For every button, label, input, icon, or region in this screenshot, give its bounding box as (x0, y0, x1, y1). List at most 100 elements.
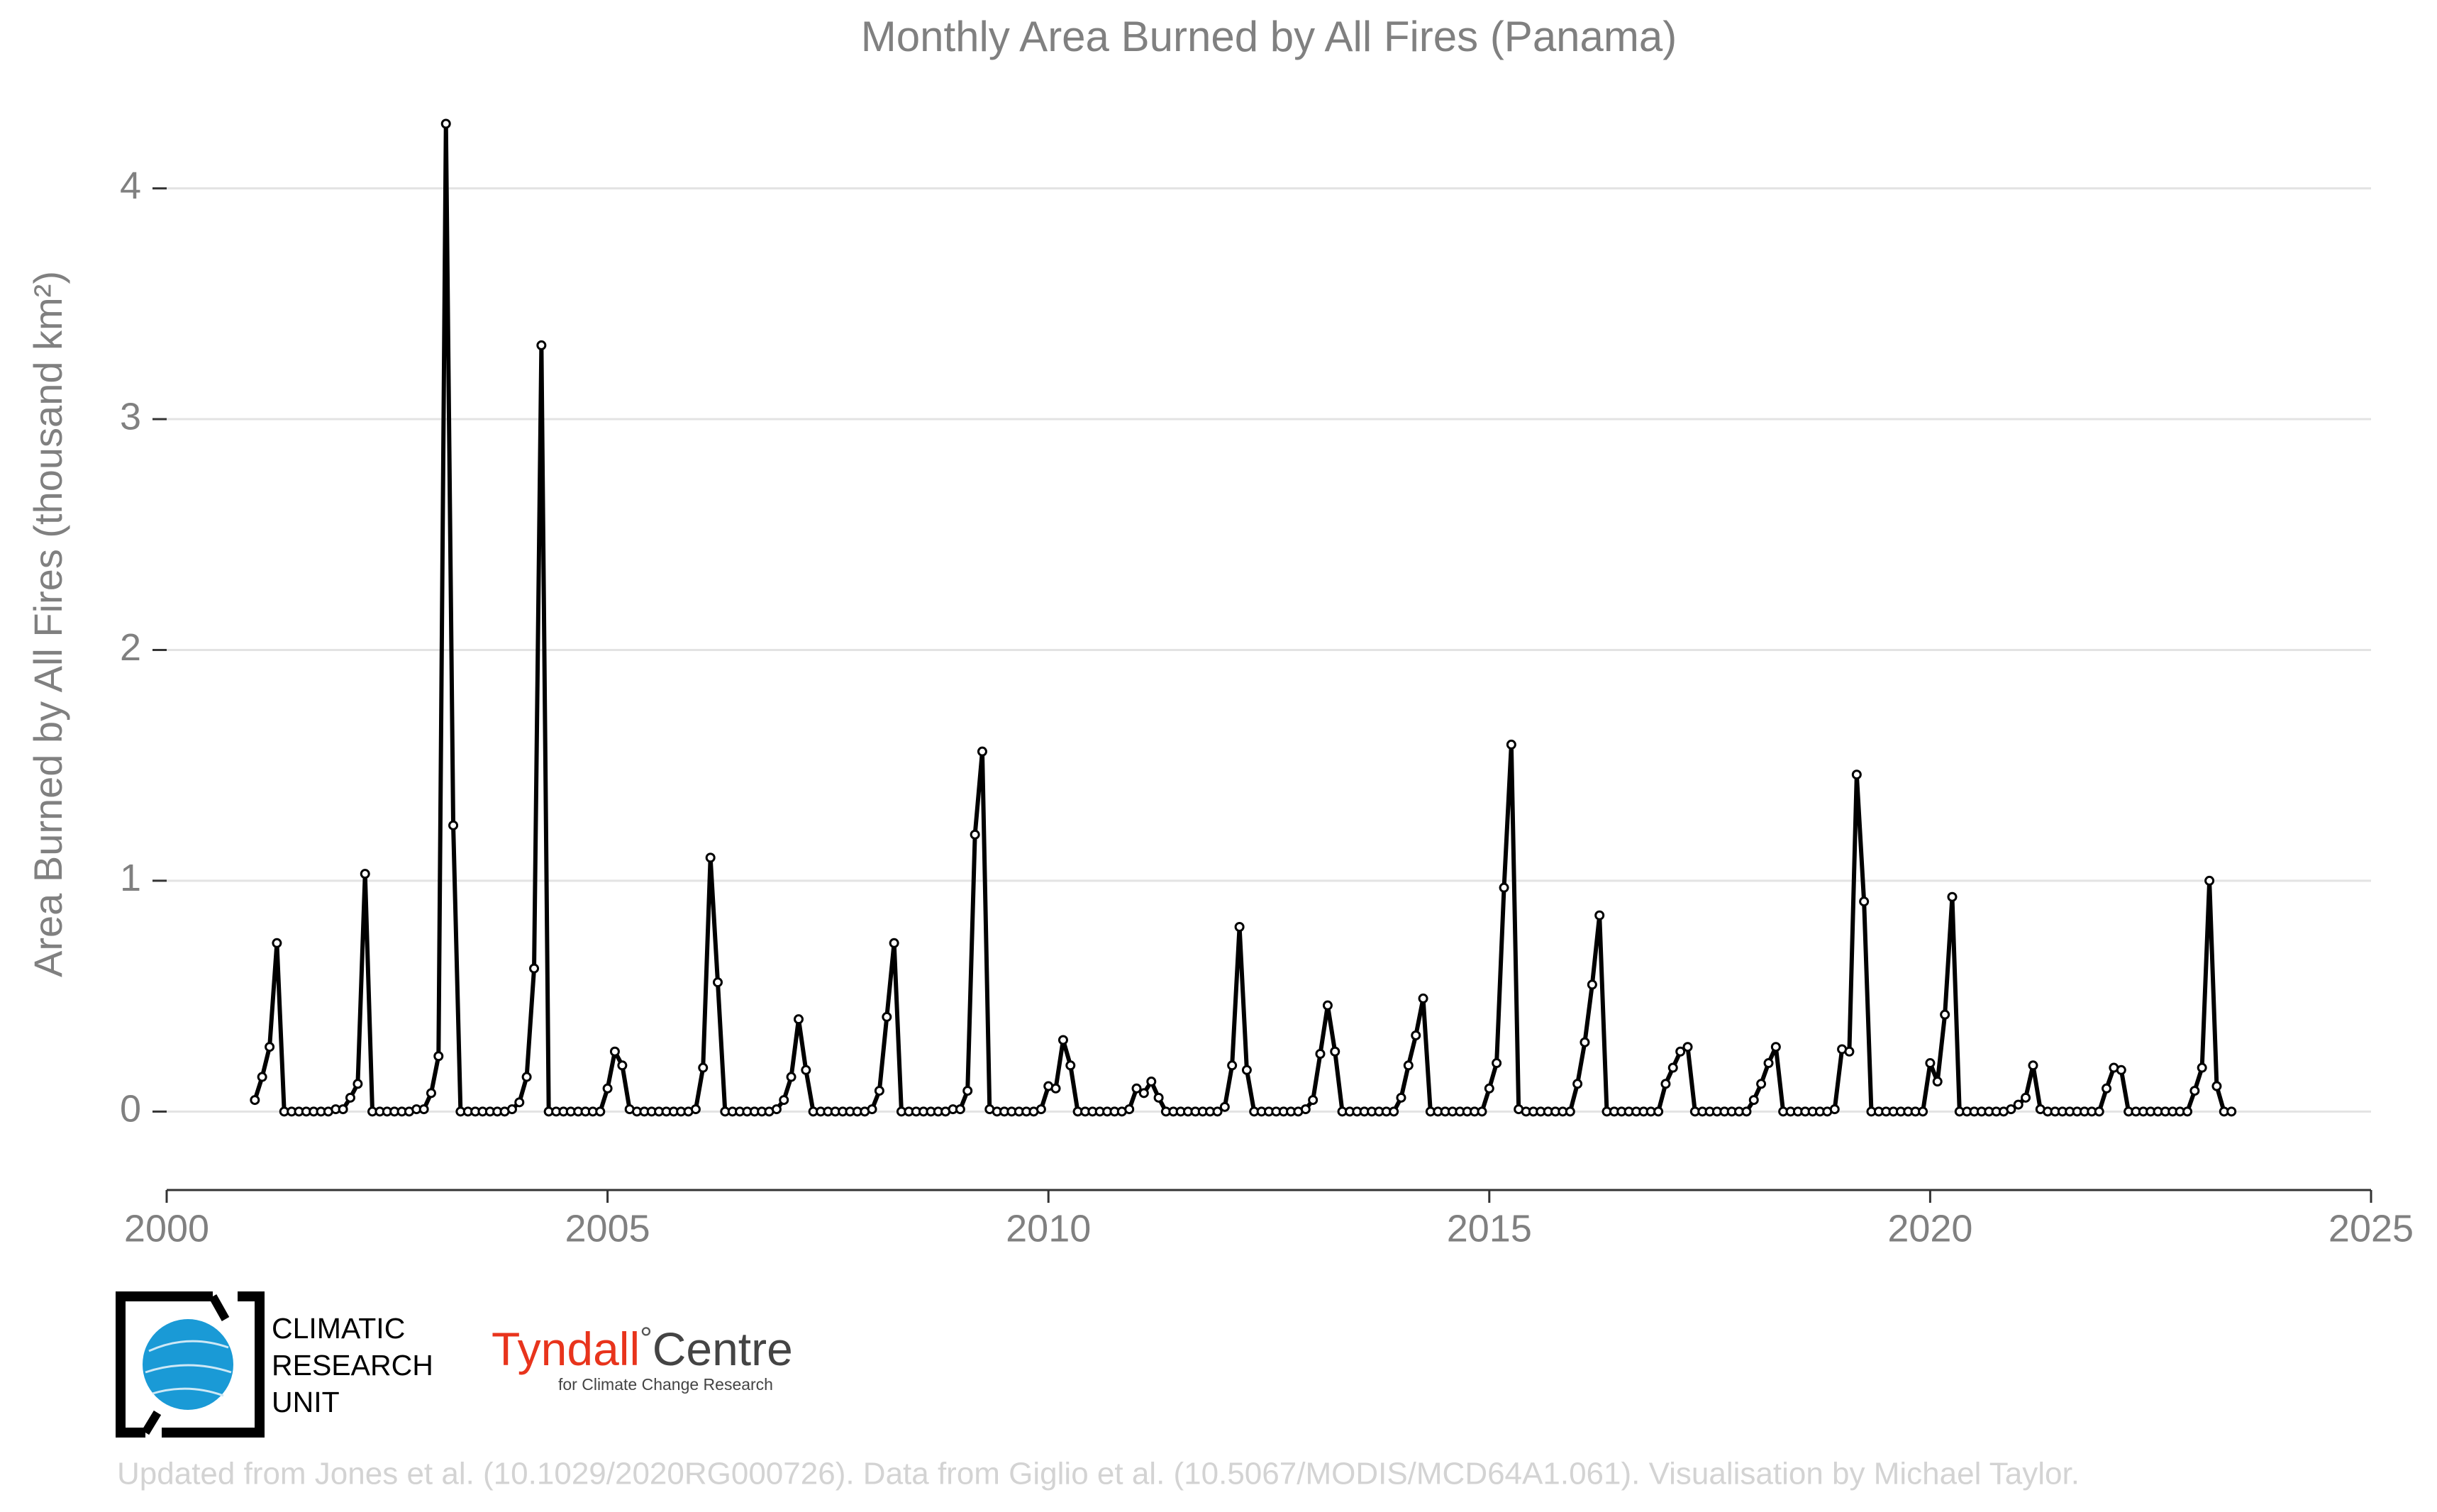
data-point (2182, 1106, 2193, 1117)
data-point (1506, 739, 1516, 750)
data-point (1300, 1104, 1311, 1115)
data-point (1667, 1062, 1678, 1073)
logo-text: Tyndall°Centre (492, 1321, 793, 1376)
logo-globe-lines (145, 1340, 232, 1397)
data-point (1682, 1042, 1693, 1052)
data-point (617, 1060, 628, 1071)
data-point (2102, 1083, 2112, 1094)
x-tick-label: 2000 (124, 1207, 209, 1250)
logo-text: Tyndall (492, 1323, 640, 1375)
data-point (1389, 1106, 1399, 1117)
logo-text: ° (640, 1321, 653, 1356)
logo-text: RESEARCH (272, 1349, 433, 1382)
data-point (1477, 1106, 1487, 1117)
data-point (955, 1104, 965, 1115)
y-tick-label: 2 (120, 626, 141, 669)
data-point (506, 1104, 517, 1115)
data-point (418, 1104, 429, 1115)
data-point (867, 1104, 877, 1115)
x-tick-label: 2015 (1447, 1207, 1532, 1250)
data-point (1153, 1092, 1164, 1103)
y-tick-label: 3 (120, 395, 141, 438)
y-tick-label: 1 (120, 857, 141, 899)
data-point (2226, 1106, 2237, 1117)
data-point (1499, 882, 1509, 893)
logo-text: Centre (653, 1323, 793, 1375)
data-point (345, 1092, 355, 1103)
data-point (1594, 910, 1605, 921)
data-point (1315, 1048, 1326, 1059)
data-point (705, 852, 716, 863)
data-point (698, 1062, 709, 1073)
data-point (1565, 1106, 1575, 1117)
data-point (514, 1097, 525, 1108)
footer: Updated from Jones et al. (10.1029/2020R… (117, 1457, 2080, 1491)
logo-text: UNIT (272, 1386, 340, 1418)
data-point (1844, 1046, 1855, 1057)
data-point (1492, 1058, 1502, 1069)
y-tick-label: 4 (120, 165, 141, 207)
data-point (2021, 1092, 2031, 1103)
data-point (2013, 1099, 2024, 1110)
data-point (360, 869, 370, 879)
data-point (1131, 1083, 1142, 1094)
data-point (1932, 1077, 1943, 1087)
data-point (2028, 1060, 2038, 1071)
data-point (440, 118, 451, 129)
logo-text: CLIMATIC (272, 1312, 405, 1345)
data-point (771, 1104, 782, 1115)
data-point (426, 1088, 436, 1099)
plot-area: 0 1 2 3 4 2000 2005 2010 2015 2020 2025 (120, 118, 2414, 1250)
data-point (779, 1095, 789, 1106)
data-point (786, 1072, 796, 1082)
data-point (2006, 1104, 2016, 1115)
data-point (1660, 1079, 1671, 1089)
data-point (970, 829, 980, 840)
data-point (2197, 1062, 2207, 1073)
data-point (2189, 1086, 2200, 1096)
data-point (448, 820, 459, 830)
data-point (1851, 769, 1862, 780)
cru-logo: CLIMATIC RESEARCH UNIT (116, 1291, 433, 1438)
data-point (1748, 1095, 1759, 1106)
data-point (962, 1086, 973, 1096)
tyndall-logo: Tyndall°Centre for Climate Change Resear… (492, 1321, 793, 1394)
data-point (2094, 1106, 2104, 1117)
data-point (1484, 1083, 1494, 1094)
x-tick-label: 2020 (1887, 1207, 1972, 1250)
data-point (1212, 1106, 1223, 1117)
data-point (433, 1051, 444, 1062)
data-point (338, 1104, 348, 1115)
logo-subtext: for Climate Change Research (558, 1375, 773, 1394)
data-point (1234, 922, 1245, 933)
data-point (1219, 1101, 1230, 1112)
data-point (1330, 1046, 1340, 1057)
data-point (713, 977, 723, 988)
x-tick-label: 2005 (565, 1207, 650, 1250)
data-point (1411, 1030, 1421, 1040)
data-point (1146, 1077, 1157, 1087)
data-point (2116, 1064, 2126, 1075)
data-point (257, 1072, 267, 1082)
data-point (882, 1011, 892, 1022)
data-point (2204, 875, 2215, 886)
data-point (1065, 1060, 1076, 1071)
data-point (1241, 1064, 1252, 1075)
data-point (1587, 979, 1597, 990)
data-point (609, 1046, 620, 1057)
data-point (272, 938, 282, 948)
data-point (536, 340, 547, 350)
data-point (1322, 1000, 1333, 1011)
data-point (1741, 1106, 1752, 1117)
data-point (874, 1086, 884, 1096)
chart-title: Monthly Area Burned by All Fires (Panama… (861, 13, 1677, 60)
data-point (250, 1095, 260, 1106)
data-point (1653, 1106, 1664, 1117)
data-point (1675, 1046, 1686, 1057)
data-point (265, 1042, 275, 1052)
data-point (1057, 1035, 1068, 1045)
data-point (1925, 1058, 1936, 1069)
data-point (1580, 1037, 1590, 1047)
